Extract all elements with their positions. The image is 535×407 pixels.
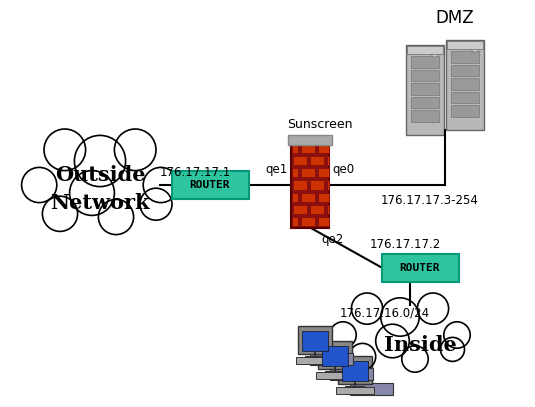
- FancyBboxPatch shape: [292, 144, 298, 153]
- Circle shape: [402, 346, 428, 372]
- Text: ROUTER: ROUTER: [190, 180, 230, 190]
- FancyBboxPatch shape: [318, 168, 328, 177]
- FancyBboxPatch shape: [318, 217, 328, 226]
- Circle shape: [42, 196, 78, 232]
- Text: qe2: qe2: [321, 233, 343, 246]
- Circle shape: [140, 188, 172, 220]
- Circle shape: [21, 167, 57, 203]
- FancyBboxPatch shape: [381, 254, 458, 282]
- Text: qe0: qe0: [332, 164, 354, 177]
- Circle shape: [431, 49, 439, 57]
- FancyBboxPatch shape: [172, 171, 248, 199]
- FancyBboxPatch shape: [407, 46, 443, 54]
- FancyBboxPatch shape: [451, 51, 479, 63]
- FancyBboxPatch shape: [350, 383, 393, 394]
- Circle shape: [70, 171, 114, 215]
- Circle shape: [376, 324, 409, 358]
- Text: ROUTER: ROUTER: [400, 263, 440, 273]
- FancyBboxPatch shape: [327, 205, 328, 214]
- FancyBboxPatch shape: [310, 353, 353, 365]
- FancyBboxPatch shape: [318, 341, 351, 369]
- Circle shape: [417, 293, 449, 324]
- FancyBboxPatch shape: [451, 78, 479, 90]
- FancyBboxPatch shape: [310, 205, 324, 214]
- FancyBboxPatch shape: [310, 180, 324, 190]
- FancyBboxPatch shape: [411, 70, 439, 81]
- FancyBboxPatch shape: [411, 97, 439, 108]
- FancyBboxPatch shape: [342, 361, 368, 381]
- FancyBboxPatch shape: [446, 40, 484, 130]
- FancyBboxPatch shape: [293, 180, 307, 190]
- FancyBboxPatch shape: [301, 193, 316, 202]
- Text: Sunscreen: Sunscreen: [287, 118, 353, 131]
- Text: Outside: Outside: [55, 165, 145, 185]
- Circle shape: [143, 167, 178, 203]
- FancyBboxPatch shape: [322, 346, 348, 365]
- Text: 176.17.16.0/24: 176.17.16.0/24: [340, 306, 430, 319]
- Circle shape: [44, 129, 86, 171]
- Circle shape: [114, 129, 156, 171]
- FancyBboxPatch shape: [288, 134, 332, 144]
- FancyBboxPatch shape: [293, 156, 307, 165]
- Text: DMZ: DMZ: [435, 9, 475, 27]
- FancyBboxPatch shape: [331, 368, 372, 379]
- FancyBboxPatch shape: [411, 56, 439, 68]
- FancyBboxPatch shape: [327, 156, 328, 165]
- FancyBboxPatch shape: [301, 144, 316, 153]
- FancyBboxPatch shape: [292, 217, 298, 226]
- Circle shape: [74, 136, 126, 186]
- Text: Network: Network: [50, 193, 150, 213]
- FancyBboxPatch shape: [296, 357, 334, 364]
- Circle shape: [349, 344, 376, 370]
- Circle shape: [471, 44, 479, 52]
- Circle shape: [330, 322, 356, 348]
- FancyBboxPatch shape: [316, 372, 354, 379]
- FancyBboxPatch shape: [301, 217, 316, 226]
- FancyBboxPatch shape: [293, 205, 307, 214]
- FancyBboxPatch shape: [451, 105, 479, 117]
- FancyBboxPatch shape: [406, 45, 444, 135]
- FancyBboxPatch shape: [411, 83, 439, 95]
- FancyBboxPatch shape: [318, 144, 328, 153]
- FancyBboxPatch shape: [447, 41, 483, 49]
- FancyBboxPatch shape: [327, 180, 328, 190]
- Circle shape: [98, 199, 134, 234]
- Circle shape: [444, 322, 470, 348]
- FancyBboxPatch shape: [291, 142, 329, 228]
- FancyBboxPatch shape: [451, 92, 479, 103]
- FancyBboxPatch shape: [338, 356, 372, 384]
- FancyBboxPatch shape: [336, 387, 374, 394]
- FancyBboxPatch shape: [292, 168, 298, 177]
- Text: Inside: Inside: [384, 335, 456, 355]
- Text: 176.17.17.3-254: 176.17.17.3-254: [381, 193, 479, 206]
- FancyBboxPatch shape: [298, 326, 332, 354]
- FancyBboxPatch shape: [451, 65, 479, 76]
- Circle shape: [440, 337, 464, 361]
- FancyBboxPatch shape: [318, 193, 328, 202]
- Circle shape: [381, 298, 419, 336]
- FancyBboxPatch shape: [292, 193, 298, 202]
- Text: 176.17.17.1: 176.17.17.1: [159, 166, 231, 179]
- Circle shape: [351, 293, 383, 324]
- FancyBboxPatch shape: [301, 168, 316, 177]
- FancyBboxPatch shape: [302, 331, 328, 350]
- FancyBboxPatch shape: [310, 156, 324, 165]
- Text: 176.17.17.2: 176.17.17.2: [369, 239, 441, 252]
- FancyBboxPatch shape: [411, 110, 439, 122]
- Text: qe1: qe1: [266, 164, 288, 177]
